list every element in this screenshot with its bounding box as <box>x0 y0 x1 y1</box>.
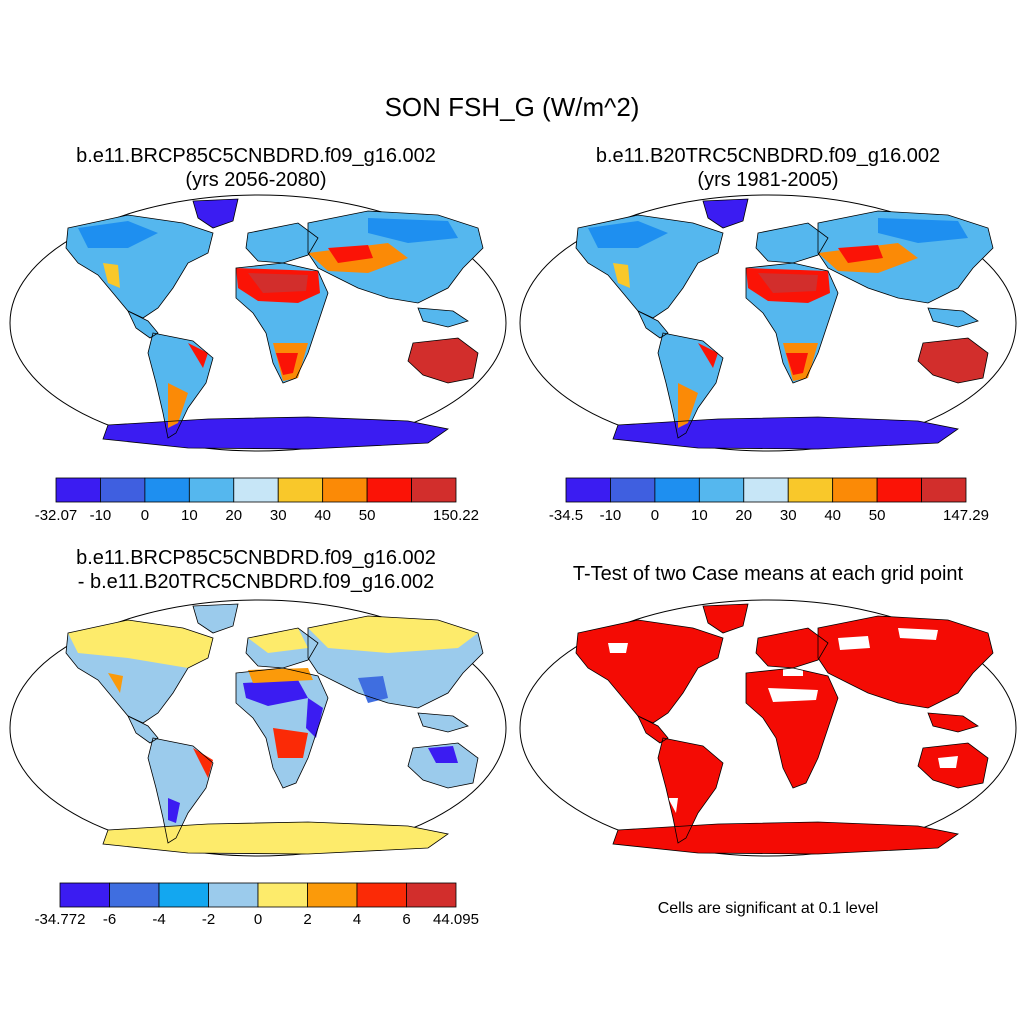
colorbar-tick-label: 40 <box>314 507 331 524</box>
colorbar-tick-label: -34.5 <box>548 507 584 524</box>
colorbar-swatch <box>188 477 235 503</box>
panel-4-title-line1: T-Test of two Case means at each grid po… <box>572 563 964 585</box>
colorbar-swatch <box>654 477 700 503</box>
colorbar-swatch <box>698 477 745 503</box>
figure-title: SON FSH_G (W/m^2) <box>384 92 640 122</box>
panel-4-map <box>519 599 1017 857</box>
colorbar-tick-label: -4 <box>152 911 166 928</box>
heat-regions <box>78 199 478 449</box>
colorbar-tick-label: 0 <box>140 507 150 524</box>
colorbar-swatch <box>59 882 110 908</box>
colorbar-tick-label: 20 <box>225 507 243 524</box>
colorbar-tick-label: 50 <box>868 507 886 524</box>
colorbar-tick-label: 50 <box>358 507 376 524</box>
colorbar-tick-label: -34.772 <box>34 911 86 928</box>
panel-1-title: b.e11.BRCP85C5CNBDRD.f09_g16.002 (yrs 20… <box>16 144 496 192</box>
colorbar-tick-label: 20 <box>735 507 753 524</box>
colorbar-swatch <box>743 477 789 503</box>
colorbar-tick-label: -2 <box>201 911 216 928</box>
colorbar-swatch <box>832 477 878 503</box>
panel-3-colorbar <box>59 882 457 908</box>
colorbar-tick-label: 44.095 <box>433 911 479 928</box>
colorbar-tick-label: 30 <box>779 507 797 524</box>
colorbar-tick-label: -10 <box>89 507 112 524</box>
colorbar-swatch <box>208 882 259 908</box>
colorbar-swatch <box>366 477 412 503</box>
panel-2-title: b.e11.B20TRC5CNBDRD.f09_g16.002 (yrs 198… <box>528 144 1008 192</box>
panel-2-colorbar <box>565 477 967 503</box>
colorbar-swatch <box>109 882 160 908</box>
colorbar-tick-label: 6 <box>402 911 411 928</box>
panel-2-map <box>519 194 1017 452</box>
colorbar-swatch <box>610 477 656 503</box>
colorbar-swatch <box>411 477 457 503</box>
panel-1-colorbar <box>55 477 457 503</box>
panel-3-map <box>9 599 507 857</box>
non-significant-gaps <box>608 628 958 813</box>
colorbar-swatch <box>144 477 190 503</box>
colorbar-swatch <box>322 477 368 503</box>
colorbar-tick-label: 2 <box>303 911 312 928</box>
colorbar-swatch <box>233 477 279 503</box>
colorbar-swatch <box>921 477 967 503</box>
colorbar-swatch <box>565 477 611 503</box>
colorbar-swatch <box>406 882 457 908</box>
colorbar-swatch <box>257 882 308 908</box>
panel-3-title: b.e11.BRCP85C5CNBDRD.f09_g16.002 - b.e11… <box>16 546 496 594</box>
colorbar-swatch <box>307 882 358 908</box>
panel-1-title-line2: (yrs 2056-2080) <box>185 169 327 191</box>
colorbar-swatch <box>876 477 922 503</box>
colorbar-tick-label: -32.07 <box>34 507 78 524</box>
panel-2-title-line1: b.e11.B20TRC5CNBDRD.f09_g16.002 <box>595 145 941 167</box>
colorbar-swatch <box>787 477 834 503</box>
colorbar-tick-label: -10 <box>599 507 622 524</box>
panel-4-title: T-Test of two Case means at each grid po… <box>528 562 1008 586</box>
colorbar-tick-label: 150.22 <box>433 507 479 524</box>
colorbar-tick-label: 10 <box>180 507 198 524</box>
colorbar-tick-label: 0 <box>253 911 263 928</box>
significance-note: Cells are significant at 0.1 level <box>657 900 879 917</box>
panel-2-title-line2: (yrs 1981-2005) <box>697 169 839 191</box>
colorbar-tick-label: 30 <box>269 507 287 524</box>
colorbar-swatch <box>100 477 146 503</box>
colorbar-tick-label: 40 <box>824 507 841 524</box>
colorbar-swatch <box>158 882 209 908</box>
panel-1-map <box>9 194 507 452</box>
panel-3-title-line1: b.e11.BRCP85C5CNBDRD.f09_g16.002 <box>76 547 436 569</box>
colorbar-tick-label: 147.29 <box>943 507 989 524</box>
panel-1-title-line1: b.e11.BRCP85C5CNBDRD.f09_g16.002 <box>76 145 436 167</box>
colorbar-swatch <box>356 882 407 908</box>
heat-regions <box>588 199 988 449</box>
colorbar-swatch <box>277 477 324 503</box>
colorbar-swatch <box>55 477 101 503</box>
difference-regions <box>68 616 478 854</box>
colorbar-tick-label: 4 <box>352 911 362 928</box>
colorbar-tick-label: 10 <box>690 507 708 524</box>
panel-3-title-line2: - b.e11.B20TRC5CNBDRD.f09_g16.002 <box>77 571 435 593</box>
colorbar-tick-label: 0 <box>650 507 660 524</box>
colorbar-tick-label: -6 <box>102 911 117 928</box>
